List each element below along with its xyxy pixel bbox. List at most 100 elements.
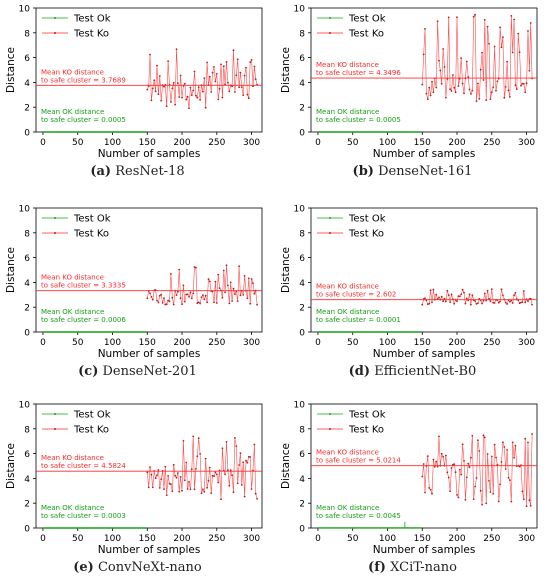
series-ko-point [506, 60, 508, 63]
mean-ok-annotation: to safe cluster = 0.0045 [316, 512, 401, 520]
series-ko-point [457, 496, 460, 499]
series-ko-point [442, 48, 444, 50]
series-ko-point [199, 302, 202, 305]
y-tick-label: 8 [299, 425, 305, 435]
series-ko-point [450, 90, 453, 92]
series-ko-point [461, 82, 464, 85]
x-axis-label: Number of samples [373, 544, 476, 556]
series-ko-point [232, 49, 235, 52]
series-ko-point [470, 303, 472, 306]
series-ko-point [479, 68, 482, 71]
series-ko-point [206, 61, 209, 64]
series-ko-point [525, 505, 528, 508]
series-ko-point [239, 71, 242, 74]
y-tick-label: 4 [299, 475, 305, 485]
series-ko-point [202, 488, 204, 491]
x-tick-label: 200 [173, 534, 190, 544]
legend-ok-marker [329, 413, 331, 415]
series-ko-point [524, 91, 527, 94]
series-ko-point [247, 97, 250, 100]
y-tick-label: 6 [299, 254, 305, 264]
series-ko-point [489, 491, 492, 493]
series-ko-point [165, 494, 168, 496]
series-ko-point [227, 469, 229, 471]
series-ko-point [509, 479, 511, 481]
series-ko-point [442, 300, 444, 303]
series-ko-point [470, 456, 472, 459]
series-ko-point [192, 292, 195, 295]
series-ko-point [215, 302, 218, 304]
y-tick-label: 10 [19, 205, 31, 215]
series-ko-point [522, 498, 525, 501]
series-ko-point [146, 88, 149, 91]
series-ko-point [436, 20, 439, 23]
series-ko-point [242, 294, 245, 296]
y-tick-label: 4 [24, 475, 30, 485]
panel-a: 0 2 4 6 8 10 0 50 100 150 200 250 300 Number of sampl… [0, 0, 275, 190]
caption-letter: (e) [73, 560, 94, 575]
y-tick-label: 0 [24, 329, 30, 339]
series-ko-point [509, 96, 511, 98]
series-ko-point [463, 460, 465, 462]
series-ko-point [518, 302, 521, 305]
series-ko-point [431, 80, 433, 83]
series-ko-point [202, 294, 204, 297]
series-ko-point [513, 294, 515, 297]
y-axis-label: Distance [280, 443, 292, 489]
series-ko-point [220, 498, 222, 501]
legend-ok-marker [329, 17, 331, 19]
series-ko-point [457, 295, 460, 297]
series-ko-point [236, 58, 239, 61]
series-ko-point [511, 441, 514, 444]
series-ko-point [231, 85, 234, 88]
series-ko-point [461, 288, 464, 291]
series-ko-point [186, 488, 189, 490]
legend-ok-label: Test Ok [348, 214, 386, 225]
caption-name: EfficientNet-B0 [374, 364, 477, 379]
series-ko-point [203, 298, 206, 301]
series-ko-point [445, 96, 447, 99]
series-ko-point [167, 299, 170, 302]
series-ko-point [445, 454, 447, 457]
mean-ko-annotation: to safe cluster = 4.3496 [316, 69, 401, 77]
series-ko-point [234, 91, 236, 93]
plot-frame [310, 7, 538, 133]
series-ko-point [154, 477, 157, 480]
series-ko-point [249, 302, 252, 305]
series-ko-point [228, 484, 231, 487]
series-ko-point [189, 291, 192, 294]
series-ko-point [206, 301, 209, 304]
y-tick-label: 4 [299, 279, 305, 289]
series-ko-point [147, 486, 150, 489]
mean-ok-annotation: to safe cluster = 0.0005 [41, 116, 126, 124]
mean-ko-annotation: to safe cluster = 4.5824 [41, 462, 126, 470]
series-ko-point [193, 266, 196, 268]
series-ko-point [482, 434, 485, 437]
y-axis-label: Distance [280, 247, 292, 293]
series-ko-point [514, 444, 517, 447]
series-ko-point [195, 468, 197, 470]
y-tick-label: 6 [24, 450, 30, 460]
series-ko-point [252, 85, 254, 88]
caption-name: DenseNet-161 [378, 164, 473, 179]
legend-ok-marker [54, 17, 56, 19]
series-ko-point [521, 301, 524, 303]
y-tick-label: 0 [24, 129, 30, 139]
series-ko-point [192, 89, 195, 92]
figure-grid: 0 2 4 6 8 10 0 50 100 150 200 250 300 Number of sampl… [0, 0, 538, 575]
series-ko-point [440, 82, 443, 85]
x-tick-label: 250 [483, 534, 500, 544]
series-ko-point [156, 64, 158, 67]
series-ko-point [188, 107, 190, 110]
x-tick-label: 150 [139, 338, 156, 348]
series-ko-point [217, 273, 220, 276]
series-ko-point [231, 474, 234, 477]
series-ko-point [181, 303, 183, 306]
series-ko-point [527, 30, 529, 32]
series-ko-point [189, 86, 192, 89]
series-ko-point [489, 300, 492, 303]
series-ko-point [206, 486, 209, 489]
series-ko-point [247, 455, 250, 458]
series-ko-point [470, 93, 472, 95]
